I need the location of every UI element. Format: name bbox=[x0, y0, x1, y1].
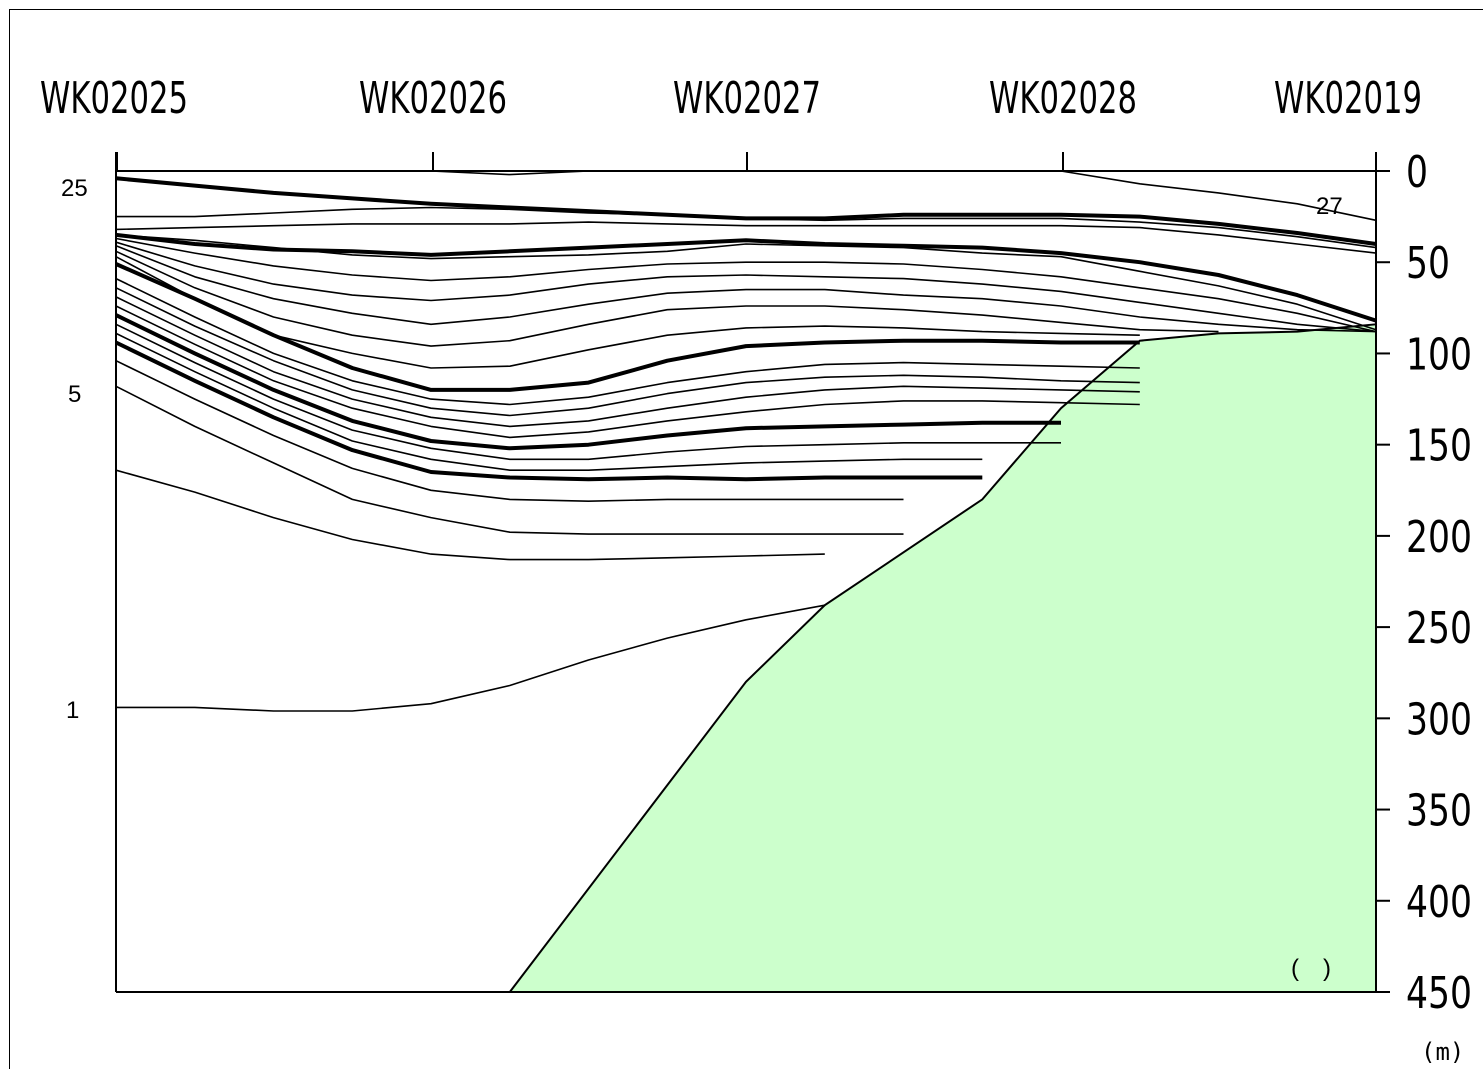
contour-line-3 bbox=[115, 221, 1377, 254]
contour-line-6 bbox=[115, 237, 1377, 333]
depth-label-100: 100 bbox=[1406, 329, 1472, 380]
contour-line-7 bbox=[115, 241, 1377, 333]
contour-line-15 bbox=[115, 305, 1140, 439]
figure-frame bbox=[9, 9, 1483, 1069]
contour-line-13 bbox=[115, 287, 1140, 417]
contour-label-25: 25 bbox=[61, 175, 88, 202]
depth-label-400: 400 bbox=[1406, 877, 1472, 928]
contour-line-22 bbox=[115, 469, 825, 561]
depth-label-350: 350 bbox=[1406, 786, 1472, 837]
contour-line-17 bbox=[115, 323, 1061, 461]
bottom-note: ( ) bbox=[1291, 955, 1331, 982]
contour-line-18 bbox=[115, 332, 983, 472]
contour-line-0-1 bbox=[430, 170, 589, 176]
contour-line-0-2 bbox=[1060, 170, 1377, 222]
contour-line-12 bbox=[115, 277, 1140, 406]
contour-line-10 bbox=[115, 255, 1140, 369]
contour-line-5 bbox=[115, 234, 1377, 331]
contour-label-27: 27 bbox=[1316, 193, 1343, 220]
contour-line-2 bbox=[116, 206, 1377, 249]
depth-label-150: 150 bbox=[1406, 421, 1472, 472]
station-label-wk02026: WK02026 bbox=[359, 73, 507, 124]
contour-line-20 bbox=[115, 359, 904, 503]
depth-label-0: 0 bbox=[1406, 147, 1428, 198]
contour-line-4 bbox=[115, 232, 1377, 323]
contour-line-21 bbox=[115, 385, 904, 535]
contour-label-5: 5 bbox=[68, 381, 81, 408]
station-label-wk02019: WK02019 bbox=[1274, 73, 1422, 124]
station-label-wk02028: WK02028 bbox=[989, 73, 1137, 124]
contour-line-8 bbox=[115, 245, 1377, 333]
station-label-wk02025: WK02025 bbox=[40, 73, 188, 124]
depth-label-50: 50 bbox=[1406, 238, 1450, 289]
contour-line-19 bbox=[115, 340, 983, 482]
depth-label-250: 250 bbox=[1406, 603, 1472, 654]
contour-line-23 bbox=[116, 604, 825, 712]
depth-label-450: 450 bbox=[1406, 968, 1472, 1019]
y-axis-unit: (m) bbox=[1421, 1038, 1464, 1066]
contour-label-1: 1 bbox=[66, 697, 79, 724]
contour-line-14 bbox=[115, 296, 1140, 428]
depth-label-200: 200 bbox=[1406, 512, 1472, 563]
contour-line-16 bbox=[115, 313, 1061, 451]
station-label-wk02027: WK02027 bbox=[673, 73, 821, 124]
contour-line-11 bbox=[115, 262, 1140, 392]
contour-line-9 bbox=[115, 250, 1219, 347]
depth-label-300: 300 bbox=[1406, 694, 1472, 745]
